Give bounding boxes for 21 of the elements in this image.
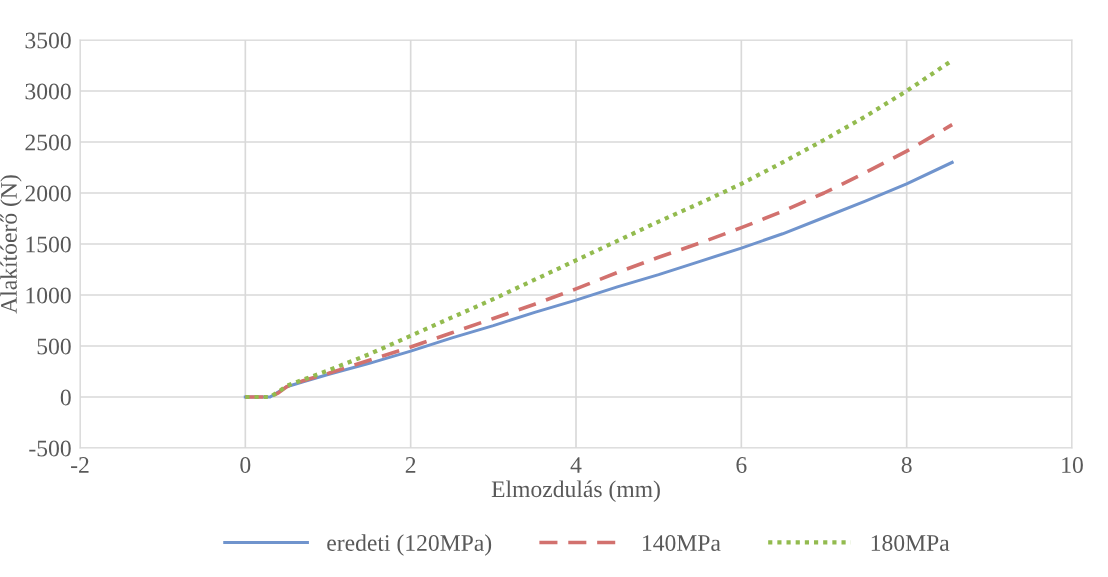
- x-tick-label: 6: [736, 457, 747, 473]
- y-tick-label: 3000: [25, 83, 71, 100]
- y-tick-label: 3500: [25, 32, 71, 49]
- x-tick-label: -2: [71, 457, 89, 473]
- y-tick-label: -500: [29, 440, 71, 457]
- y-tick-label: 0: [60, 389, 71, 406]
- y-tick-label: 1500: [26, 236, 71, 253]
- y-tick-label: 2500: [25, 134, 71, 151]
- y-axis-title: Alakítóerő (N): [0, 175, 22, 314]
- y-tick-label: 1000: [26, 287, 71, 304]
- x-tick-label: 4: [570, 457, 582, 473]
- x-tick-label: 8: [901, 457, 912, 473]
- x-tick-label: 0: [240, 457, 251, 473]
- legend-label: 140MPa: [643, 535, 721, 551]
- legend-label: 180MPa: [871, 535, 950, 551]
- y-tick-label: 500: [37, 338, 71, 355]
- legend-label: eredeti (120MPa): [327, 534, 492, 556]
- y-tick-label: 2000: [25, 185, 71, 202]
- x-tick-label: 10: [1062, 457, 1083, 473]
- x-axis-title: Elmozdulás (mm): [491, 480, 660, 502]
- x-tick-label: 2: [405, 457, 416, 473]
